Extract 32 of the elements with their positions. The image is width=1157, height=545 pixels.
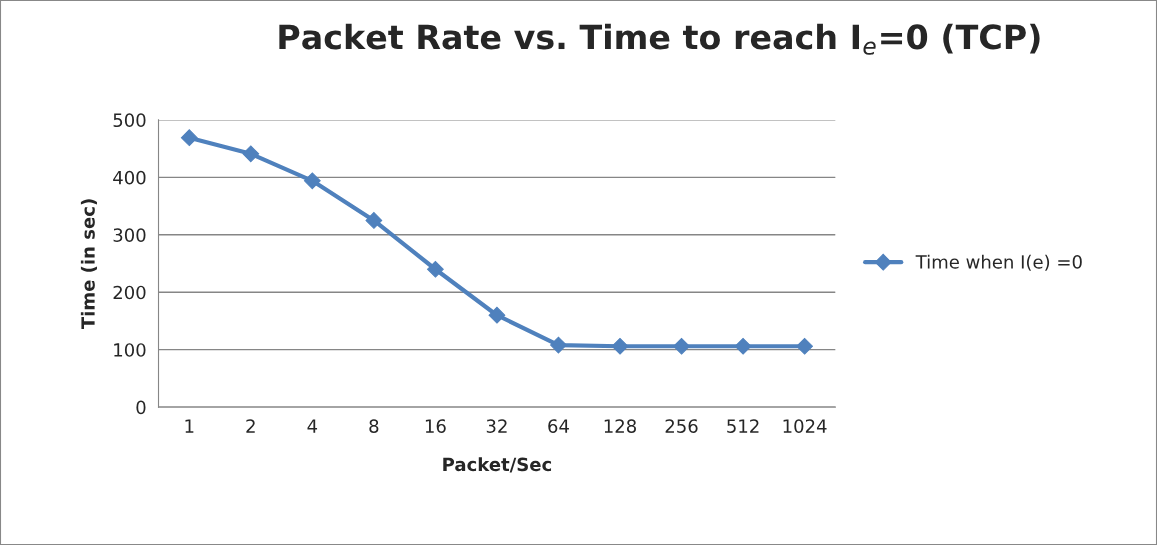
x-tick-label: 8 <box>369 419 379 433</box>
x-axis-title: Packet/Sec <box>443 457 552 473</box>
x-tick-label: 16 <box>425 419 446 433</box>
point <box>365 212 383 229</box>
point <box>734 337 752 355</box>
point <box>673 337 690 355</box>
y-tick-label: 0 <box>136 400 146 415</box>
point <box>242 145 260 163</box>
y-axis-title: Time (in sec) <box>80 199 97 330</box>
x-tick-label: 1 <box>185 419 194 433</box>
x-tick-label: 128 <box>604 419 636 433</box>
y-tick-label: 400 <box>113 170 146 185</box>
x-tick-label: 4 <box>307 419 318 433</box>
x-tick-label: 256 <box>665 419 698 433</box>
x-tick-label: 1024 <box>783 419 827 433</box>
y-tick-label: 300 <box>113 228 146 242</box>
chart-title: Packet Rate vs. Time to reach I$_{e}$=0 (TCP) <box>279 23 1040 55</box>
point <box>303 172 321 190</box>
point <box>611 337 629 355</box>
x-tick-label: 512 <box>727 419 759 433</box>
point <box>488 306 506 324</box>
x-tick-label: 64 <box>548 419 569 433</box>
y-tick-label: 500 <box>113 113 146 128</box>
x-tick-label: 32 <box>486 419 507 433</box>
point <box>796 337 813 355</box>
x-tick-label: 2 <box>246 419 255 433</box>
y-tick-label: 200 <box>113 285 146 300</box>
y-tick-label: 100 <box>114 343 146 357</box>
point <box>180 129 198 147</box>
legend-label: Time when I(e) =0 <box>915 254 1082 271</box>
point <box>427 260 444 278</box>
point <box>550 336 567 354</box>
